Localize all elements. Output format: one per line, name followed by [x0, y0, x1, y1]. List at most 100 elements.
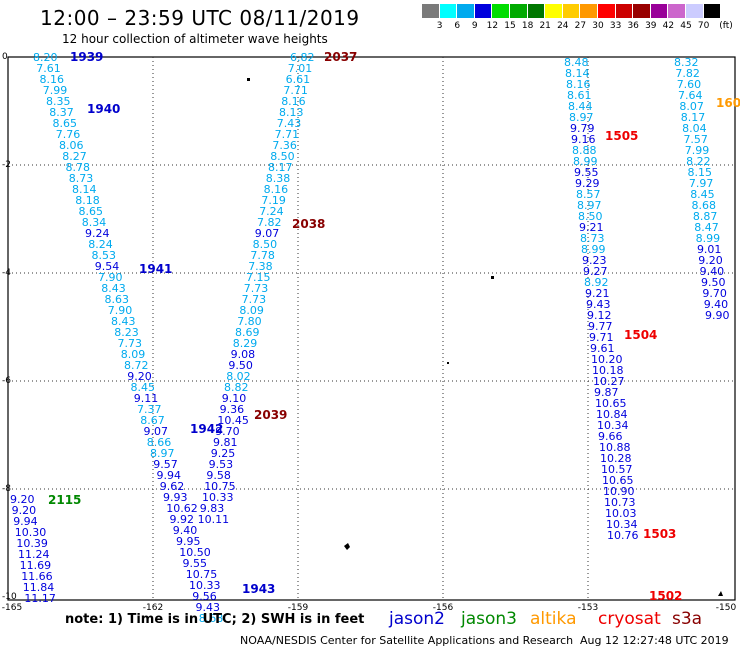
wave-height-value: 8.92 [584, 276, 609, 289]
wave-height-value: 9.54 [94, 260, 120, 273]
legend-swatch [633, 4, 651, 18]
wave-height-value: 7.73 [241, 293, 267, 306]
satellite-jason2: jason2 [389, 609, 445, 629]
wave-height-value: 9.07 [254, 227, 280, 240]
legend-label: 45 [680, 21, 692, 31]
legend-label: 18 [521, 21, 534, 31]
wave-height-value: 8.17 [680, 111, 706, 124]
legend-label: 24 [557, 21, 569, 31]
wave-height-value: 10.65 [602, 474, 634, 487]
wave-height-value: 7.61 [36, 62, 61, 75]
wave-height-value: 8.72 [124, 359, 149, 372]
wave-height-value: 9.21 [585, 287, 610, 300]
wave-height-value: 11.17 [24, 592, 56, 605]
plot-border [7, 56, 736, 601]
wave-height-value: 9.95 [176, 535, 201, 548]
wave-height-value: 11.66 [21, 570, 53, 583]
wave-height-value: 10.73 [604, 496, 636, 509]
island [491, 276, 494, 279]
wave-height-value: 9.16 [571, 133, 596, 146]
wave-height-value: 10.88 [599, 441, 631, 454]
wave-height-value: 9.08 [230, 348, 256, 361]
pass-label-1505: 1505 [605, 129, 639, 143]
pass-label-160: 160 [716, 96, 740, 110]
wave-height-value: 8.18 [75, 194, 100, 207]
wave-height-value: 7.82 [675, 67, 700, 80]
wave-height-value: 10.39 [16, 537, 48, 550]
wave-height-value: 10.45 [217, 414, 249, 427]
wave-height-value: 8.73 [68, 172, 94, 185]
legend-swatch [509, 4, 528, 18]
wave-height-value: 7.24 [259, 205, 284, 218]
pass-label-1939: 1939 [70, 50, 104, 64]
wave-height-value: 8.14 [565, 67, 590, 80]
legend-label: 15 [504, 21, 516, 31]
wave-height-value: 10.62 [166, 502, 198, 515]
wave-height-value: 8.48 [564, 56, 589, 69]
wave-height-value: 8.17 [268, 161, 293, 174]
wave-height-value: 7.90 [98, 271, 123, 284]
pass-label-2115: 2115 [48, 493, 82, 507]
wave-height-value: 8.47 [694, 221, 719, 234]
wave-height-value: 9.70 [215, 425, 240, 438]
wave-height-value: 8.63 [104, 293, 130, 306]
legend-swatch [580, 4, 598, 18]
wave-height-value: 8.68 [198, 612, 224, 625]
wave-height-value: 10.84 [596, 408, 628, 421]
x-tick-label: -153 [577, 603, 599, 613]
wave-height-value: 9.10 [221, 392, 247, 405]
wave-height-value: 9.50 [701, 276, 726, 289]
wave-height-value: 7.01 [287, 62, 313, 75]
wave-height-value: 9.81 [213, 436, 238, 449]
y-tick-label: -6 [2, 376, 11, 386]
pass-label-2039: 2039 [254, 408, 288, 422]
wave-height-value: 11.69 [19, 559, 52, 572]
pass-label-1941: 1941 [139, 262, 173, 276]
x-tick-label: -165 [1, 603, 23, 613]
wave-height-value: 7.60 [676, 78, 702, 91]
wave-height-value: 10.30 [14, 526, 47, 539]
satellite-altika: altika [530, 609, 577, 629]
wave-height-value: 10.11 [197, 513, 230, 526]
wave-height-value: 8.45 [130, 381, 156, 394]
wave-height-value: 8.24 [88, 238, 113, 251]
wave-height-value: 8.37 [49, 106, 74, 119]
wave-height-value: 8.27 [62, 150, 87, 163]
pass-label-1503: 1503 [643, 527, 677, 541]
pass-label-1943: 1943 [242, 582, 276, 596]
x-tick-label: -159 [287, 603, 309, 613]
wave-height-value: 7.90 [107, 304, 133, 317]
wave-height-value: 7.97 [688, 177, 714, 190]
wave-height-value: 8.50 [270, 150, 295, 163]
legend-swatch [615, 4, 634, 18]
wave-height-value: 9.43 [195, 601, 221, 614]
wave-height-value: 8.97 [569, 111, 594, 124]
pass-label-1940: 1940 [87, 102, 121, 116]
wave-height-value: 7.80 [237, 315, 262, 328]
wave-height-value: 8.15 [687, 166, 713, 179]
wave-height-value: 8.38 [265, 172, 291, 185]
legend-label: 21 [539, 21, 551, 31]
wave-height-value: 8.82 [224, 381, 249, 394]
x-tick-label: -162 [142, 603, 164, 613]
wave-height-value: 9.55 [182, 557, 208, 570]
island [247, 78, 250, 81]
wave-height-value: 7.82 [257, 216, 282, 229]
wave-height-value: 10.20 [591, 353, 623, 366]
legend-swatch [668, 4, 686, 18]
wave-height-value: 10.76 [607, 529, 639, 542]
wave-height-value: 7.19 [261, 194, 286, 207]
wave-height-value: 8.97 [150, 447, 175, 460]
wave-height-value: 8.16 [263, 183, 289, 196]
wave-height-value: 9.07 [143, 425, 169, 438]
wave-height-value: 9.40 [699, 265, 725, 278]
wave-height-value: 10.33 [189, 579, 221, 592]
legend-swatch [545, 4, 563, 18]
wave-height-value: 10.27 [593, 375, 625, 388]
wave-height-value: 9.90 [705, 309, 730, 322]
legend-swatch [703, 4, 722, 18]
wave-height-value: 9.66 [598, 430, 623, 443]
wave-height-value: 9.57 [153, 458, 178, 471]
legend-label: 36 [627, 21, 639, 31]
color-legend [422, 4, 722, 18]
